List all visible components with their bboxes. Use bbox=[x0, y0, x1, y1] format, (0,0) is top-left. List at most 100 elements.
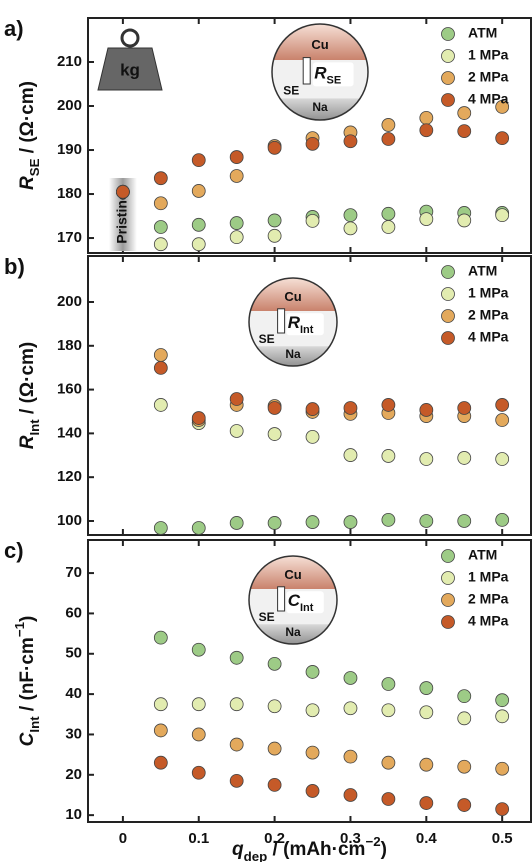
data-point bbox=[229, 516, 244, 530]
y-axis-label: RInt / (Ω·cm) bbox=[17, 342, 42, 450]
data-point bbox=[153, 697, 168, 712]
data-point bbox=[343, 701, 358, 716]
y-tick-label: 30 bbox=[65, 725, 82, 742]
inset-middle: SE bbox=[283, 83, 299, 97]
legend-label: ATM bbox=[468, 25, 497, 41]
data-point bbox=[229, 773, 244, 788]
data-point bbox=[267, 228, 282, 243]
data-point bbox=[305, 665, 320, 679]
inset: Cu SE Na CInt bbox=[248, 555, 338, 645]
data-point bbox=[343, 515, 358, 529]
data-point bbox=[267, 401, 282, 415]
weight-ring bbox=[120, 28, 140, 48]
panel-label: c) bbox=[4, 538, 24, 563]
subscript: Int bbox=[27, 419, 42, 436]
resistor bbox=[277, 308, 286, 334]
data-point bbox=[381, 398, 396, 412]
inset-border bbox=[248, 277, 338, 367]
data-point bbox=[343, 134, 358, 149]
inset-border bbox=[248, 555, 338, 645]
data-point bbox=[153, 755, 168, 770]
legend-label: 2 MPa bbox=[468, 69, 509, 85]
resistor bbox=[277, 586, 286, 612]
data-point bbox=[191, 237, 206, 252]
data-point bbox=[419, 796, 434, 810]
symbol: R bbox=[288, 314, 301, 333]
data-point bbox=[457, 124, 472, 138]
data-point bbox=[305, 429, 320, 444]
data-point bbox=[267, 656, 282, 671]
unit: / (mAh·cm bbox=[267, 839, 365, 860]
data-point bbox=[229, 737, 244, 752]
legend-label: ATM bbox=[468, 263, 497, 279]
y-tick-label: 60 bbox=[65, 604, 82, 621]
data-point bbox=[267, 699, 282, 714]
subscript: Int bbox=[27, 716, 42, 733]
inset-border bbox=[271, 23, 369, 121]
data-point bbox=[153, 171, 168, 186]
legend-label: 2 MPa bbox=[468, 591, 509, 607]
data-point bbox=[457, 451, 472, 465]
inset-bottom: Na bbox=[312, 100, 328, 114]
data-point bbox=[381, 449, 396, 463]
legend-label: 1 MPa bbox=[468, 47, 509, 63]
data-point bbox=[343, 221, 358, 236]
legend-marker bbox=[441, 571, 455, 585]
y-tick-label: 200 bbox=[57, 97, 82, 114]
data-point bbox=[457, 401, 472, 415]
data-point bbox=[495, 398, 510, 412]
legend-marker bbox=[441, 49, 455, 63]
data-point bbox=[495, 208, 510, 223]
data-point bbox=[381, 132, 396, 146]
exponent: −1 bbox=[12, 621, 27, 637]
unit-close: ) bbox=[381, 839, 387, 860]
x-tick-label: 0.2 bbox=[264, 830, 285, 847]
data-point bbox=[191, 153, 206, 168]
data-point bbox=[153, 196, 168, 211]
inset-top: Cu bbox=[284, 567, 301, 582]
data-point bbox=[495, 512, 510, 527]
data-point bbox=[191, 217, 206, 232]
legend-label: ATM bbox=[468, 547, 497, 563]
y-tick-label: 210 bbox=[57, 53, 82, 70]
data-point bbox=[381, 703, 396, 718]
data-point bbox=[419, 123, 434, 138]
data-point bbox=[153, 521, 168, 535]
data-point bbox=[457, 106, 472, 120]
data-point bbox=[381, 220, 396, 234]
inset-symbol: CInt bbox=[288, 592, 314, 614]
data-point bbox=[267, 140, 282, 155]
data-point bbox=[115, 184, 130, 199]
legend-marker bbox=[441, 93, 455, 107]
legend-marker bbox=[441, 593, 455, 607]
inset-symbol: RInt bbox=[288, 314, 314, 336]
pristine-label: Pristine bbox=[114, 192, 130, 244]
data-point bbox=[381, 792, 396, 806]
data-point bbox=[457, 514, 472, 528]
y-tick-label: 50 bbox=[65, 645, 82, 662]
data-point bbox=[419, 110, 434, 125]
data-point bbox=[343, 208, 358, 223]
legend-label: 4 MPa bbox=[468, 329, 509, 345]
data-point bbox=[191, 521, 206, 535]
data-point bbox=[191, 642, 206, 657]
data-point bbox=[457, 759, 472, 774]
data-point bbox=[267, 516, 282, 530]
legend-marker bbox=[441, 331, 455, 345]
data-point bbox=[305, 784, 320, 798]
data-point bbox=[229, 392, 244, 406]
data-point bbox=[381, 677, 396, 691]
data-point bbox=[305, 136, 320, 151]
legend-marker bbox=[441, 265, 455, 279]
data-point bbox=[191, 184, 206, 198]
inset-symbol: RSE bbox=[314, 64, 341, 86]
data-point bbox=[419, 681, 434, 695]
data-point bbox=[419, 403, 434, 417]
data-point bbox=[153, 361, 168, 375]
resistor bbox=[302, 57, 311, 85]
inset-bottom: Na bbox=[285, 347, 301, 361]
symbol: R bbox=[17, 176, 38, 190]
data-point bbox=[457, 798, 472, 812]
data-point bbox=[191, 727, 206, 742]
data-point bbox=[343, 749, 358, 764]
